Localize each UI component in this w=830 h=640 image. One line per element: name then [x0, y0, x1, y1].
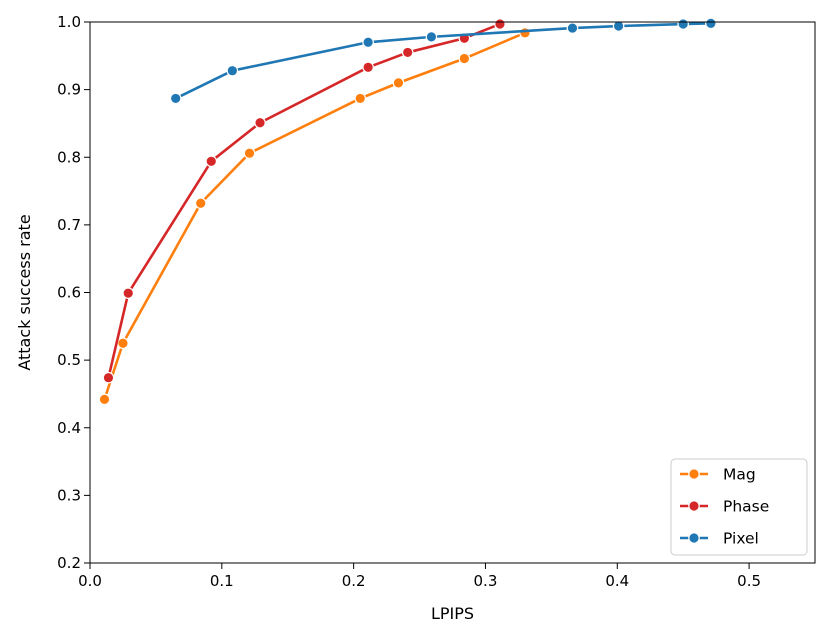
- data-point-pixel: [705, 17, 717, 30]
- data-point-pixel: [425, 31, 438, 43]
- legend-item-pixel: Pixel: [680, 530, 759, 548]
- y-tick-label: 0.6: [57, 284, 81, 302]
- legend-swatch-marker: [688, 500, 700, 512]
- legend-swatch-marker: [688, 468, 700, 480]
- legend-label: Pixel: [723, 530, 759, 548]
- x-tick-label: 0.4: [605, 572, 629, 590]
- legend-label: Mag: [723, 466, 756, 484]
- x-tick-label: 0.3: [474, 572, 498, 590]
- y-tick-label: 0.8: [57, 148, 81, 166]
- data-point-pixel: [612, 20, 625, 32]
- legend: Mag Phase Pixel: [670, 458, 808, 556]
- data-point-mag: [243, 147, 256, 159]
- series-line-pixel: [174, 22, 713, 100]
- data-point-phase: [362, 61, 374, 74]
- data-point-pixel: [677, 18, 689, 30]
- legend-item-mag: Mag: [680, 466, 756, 484]
- y-tick-label: 0.3: [57, 486, 81, 504]
- data-point-mag: [392, 77, 405, 89]
- y-tick-label: 0.2: [57, 554, 81, 572]
- y-axis-label: Attack success rate: [15, 214, 34, 370]
- data-point-phase: [401, 46, 414, 59]
- legend-label: Phase: [723, 498, 769, 516]
- data-point-mag: [458, 52, 471, 65]
- data-point-pixel: [226, 64, 239, 77]
- data-point-pixel: [362, 36, 374, 49]
- x-axis-ticks: 0.0 0.1 0.2 0.3 0.4 0.5: [78, 563, 761, 590]
- data-point-mag: [354, 92, 367, 105]
- data-point-mag: [194, 197, 207, 210]
- data-point-phase: [122, 287, 135, 299]
- y-tick-label: 0.7: [57, 216, 81, 234]
- data-point-mag: [117, 337, 129, 350]
- x-axis-label: LPIPS: [431, 604, 474, 623]
- series-phase: [102, 18, 506, 384]
- series-mag: [98, 27, 531, 406]
- legend-box: [670, 458, 808, 556]
- series-line-mag: [103, 31, 527, 401]
- x-tick-label: 0.5: [737, 572, 761, 590]
- y-tick-label: 0.4: [57, 419, 81, 437]
- series-layer: [98, 17, 717, 406]
- data-point-mag: [519, 27, 531, 39]
- data-point-pixel: [169, 92, 182, 105]
- y-tick-label: 0.9: [57, 81, 81, 99]
- data-point-mag: [98, 393, 111, 406]
- series-line-phase: [107, 22, 502, 380]
- data-point-pixel: [566, 22, 579, 34]
- data-point-phase: [494, 18, 506, 30]
- x-tick-label: 0.0: [78, 572, 102, 590]
- x-tick-label: 0.2: [342, 572, 366, 590]
- data-point-phase: [102, 371, 115, 384]
- y-tick-label: 1.0: [57, 13, 81, 31]
- data-point-phase: [205, 155, 218, 168]
- legend-swatch-marker: [688, 532, 700, 544]
- y-axis-ticks: 0.2 0.3 0.4 0.5 0.6 0.7 0.8 0.9 1.0: [57, 13, 90, 572]
- x-tick-label: 0.1: [210, 572, 234, 590]
- y-tick-label: 0.5: [57, 351, 81, 369]
- legend-item-phase: Phase: [680, 498, 769, 516]
- data-point-phase: [254, 116, 266, 129]
- series-pixel: [169, 17, 717, 105]
